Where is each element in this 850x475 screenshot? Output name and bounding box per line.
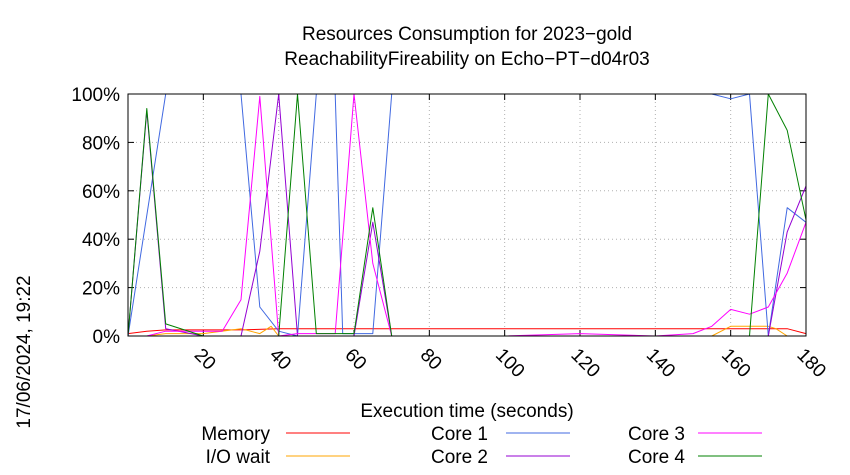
chart-title-line-1: Resources Consumption for 2023−gold	[302, 24, 632, 45]
y-tick-label: 40%	[82, 230, 120, 251]
x-tick-label: 60	[340, 345, 370, 375]
grid-lines	[128, 94, 806, 336]
series-line-core-3	[128, 93, 807, 337]
x-tick-label: 100	[491, 345, 528, 382]
x-tick-label: 160	[717, 345, 754, 382]
y-tick-label: 20%	[82, 279, 120, 300]
y-tick-label: 60%	[82, 182, 120, 203]
series-line-i-o-wait	[128, 325, 806, 337]
legend-label-core-1: Core 1	[431, 424, 488, 445]
legend-label-core-4: Core 4	[628, 447, 685, 468]
y-tick-label: 80%	[82, 133, 120, 154]
y-axis-ticks: 0% 20% 40% 60% 80% 100%	[71, 85, 806, 348]
series-line-core-1	[127, 93, 807, 337]
x-axis-ticks: 20 40 60 80 100 120 140 160 180	[190, 94, 830, 382]
x-tick-label: 120	[566, 345, 603, 382]
series-line-memory	[127, 328, 807, 335]
legend-label-memory: Memory	[201, 424, 270, 445]
legend-label-core-2: Core 2	[431, 447, 488, 468]
y-tick-label: 0%	[93, 327, 121, 348]
x-tick-label: 180	[792, 345, 829, 382]
legend-label-i-o-wait: I/O wait	[206, 447, 271, 468]
plot-area-frame	[127, 93, 807, 337]
chart-title-line-2: ReachabilityFireability on Echo−PT−d04r0…	[284, 49, 649, 70]
x-tick-label: 40	[265, 345, 295, 375]
plot-series	[127, 93, 807, 337]
x-tick-label: 20	[190, 345, 220, 375]
timestamp-label: 17/06/2024, 19:22	[14, 275, 35, 428]
x-axis-label: Execution time (seconds)	[360, 401, 573, 422]
legend-label-core-3: Core 3	[628, 424, 685, 445]
series-line-core-2	[127, 93, 807, 337]
x-tick-label: 80	[416, 345, 446, 375]
x-tick-label: 140	[642, 345, 679, 382]
series-line-core-4	[127, 93, 807, 337]
y-tick-label: 100%	[71, 85, 120, 106]
